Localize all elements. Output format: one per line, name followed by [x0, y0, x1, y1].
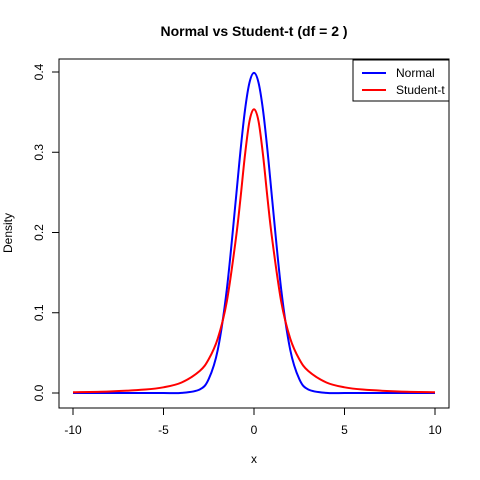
- y-axis-label: Density: [1, 213, 15, 253]
- y-axis: 0.0 0.1 0.2 0.3 0.4: [32, 63, 60, 401]
- legend-box: [352, 59, 450, 102]
- legend-label: Normal: [396, 66, 435, 80]
- x-tick-label: -5: [158, 423, 169, 437]
- chart-title: Normal vs Student-t (df = 2 ): [160, 23, 347, 39]
- legend-label: Student-t: [396, 83, 445, 97]
- x-tick-label: 0: [251, 423, 258, 437]
- y-tick-label: 0.2: [32, 224, 46, 241]
- y-tick-label: 0.0: [32, 384, 46, 401]
- x-tick-label: 10: [428, 423, 442, 437]
- y-tick-label: 0.4: [32, 63, 46, 80]
- x-axis-label: x: [251, 452, 257, 466]
- plot-frame: [58, 58, 450, 409]
- x-tick-label: 5: [341, 423, 348, 437]
- x-tick-label: -10: [64, 423, 82, 437]
- y-tick-label: 0.1: [32, 304, 46, 321]
- x-axis: -10 -5 0 5 10: [64, 407, 442, 437]
- series-line-student-t: [72, 108, 436, 394]
- legend: Normal Student-t: [352, 59, 450, 102]
- y-tick-label: 0.3: [32, 144, 46, 161]
- series-line-normal: [73, 71, 435, 395]
- plot-lines: [72, 71, 436, 395]
